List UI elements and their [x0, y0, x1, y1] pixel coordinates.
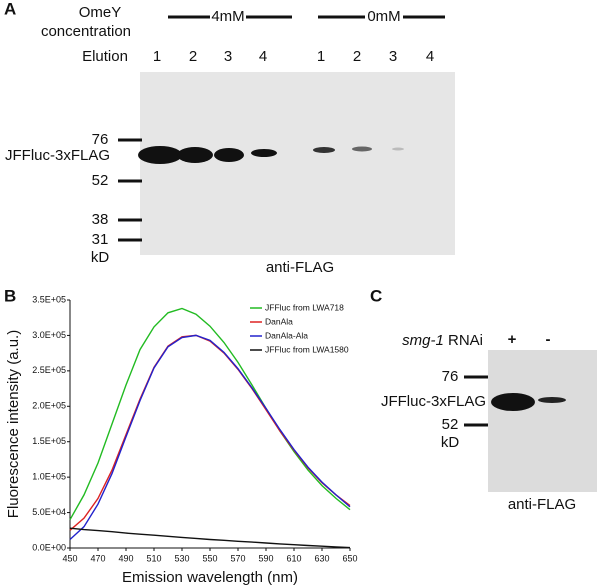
band [538, 397, 566, 403]
marker-label: 52 [92, 172, 109, 189]
y-tick-label: 5.0E+04 [32, 507, 66, 517]
lane-label: 4 [426, 48, 434, 65]
band [491, 393, 535, 411]
panel-label: A [4, 0, 16, 18]
panel-label: B [4, 286, 16, 305]
panel-label: C [370, 286, 382, 305]
x-tick-label: 450 [62, 553, 77, 563]
legend-label: JFFluc from LWA718 [265, 302, 344, 312]
lane-label: 1 [317, 48, 325, 65]
legend-label: DanAla [265, 316, 293, 326]
marker-label: 76 [442, 368, 459, 385]
y-tick-label: 3.0E+05 [32, 330, 66, 340]
line-chart: 0.0E+00 5.0E+04 1.0E+05 1.5E+05 2.0E+05 2.5E+… [32, 294, 357, 563]
x-tick-label: 610 [286, 553, 301, 563]
treatment-suffix: RNAi [444, 332, 483, 349]
x-tick-label: 530 [174, 553, 189, 563]
lane-label: 1 [153, 48, 161, 65]
marker-label: kD [441, 434, 460, 451]
band-label: JFFluc-3xFLAG [5, 147, 110, 164]
x-tick-label: 570 [230, 553, 245, 563]
marker-label: 31 [92, 231, 109, 248]
marker-label: kD [91, 249, 110, 266]
y-tick-label: 1.0E+05 [32, 472, 66, 482]
y-tick-label: 0.0E+00 [32, 542, 66, 552]
x-tick-label: 630 [314, 553, 329, 563]
lane-label: 3 [389, 48, 397, 65]
y-tick-label: 3.5E+05 [32, 294, 66, 304]
marker-label: 52 [442, 416, 459, 433]
y-tick-label: 1.5E+05 [32, 436, 66, 446]
antibody-label: anti-FLAG [508, 496, 576, 513]
lane-label: + [508, 331, 517, 348]
blot [488, 350, 597, 492]
y-tick-label: 2.5E+05 [32, 365, 66, 375]
lane-label: - [546, 331, 551, 348]
y-axis-label: Fluorescence intensity (a.u.) [5, 330, 22, 518]
x-tick-label: 490 [118, 553, 133, 563]
y-tick-label: 2.0E+05 [32, 401, 66, 411]
x-tick-label: 470 [90, 553, 105, 563]
elution-label: Elution [82, 48, 128, 65]
x-tick-label: 510 [146, 553, 161, 563]
series-line [69, 527, 351, 549]
x-axis-label: Emission wavelength (nm) [122, 569, 298, 586]
lane-label: 2 [189, 48, 197, 65]
treatment-label: OmeY [79, 4, 122, 21]
x-tick-label: 550 [202, 553, 217, 563]
gene-name: smg-1 [402, 332, 444, 349]
x-tick-label: 650 [342, 553, 357, 563]
x-tick-label: 590 [258, 553, 273, 563]
group-label: 0mM [367, 8, 400, 25]
series-line [69, 307, 351, 521]
bands [138, 146, 404, 164]
band-label: JFFluc-3xFLAG [381, 393, 486, 410]
legend-label: JFFluc from LWA1580 [265, 344, 349, 354]
lane-label: 3 [224, 48, 232, 65]
group-label: 4mM [211, 8, 244, 25]
marker-label: 38 [92, 211, 109, 228]
blot [140, 72, 455, 255]
marker-label: 76 [92, 131, 109, 148]
treatment-label: smg-1 RNAi [402, 332, 483, 349]
antibody-label: anti-FLAG [266, 259, 334, 276]
series-line [69, 334, 351, 541]
lane-label: 4 [259, 48, 267, 65]
series-line [69, 334, 351, 531]
lane-label: 2 [353, 48, 361, 65]
treatment-label: concentration [41, 23, 131, 40]
legend-label: DanAla-Ala [265, 330, 308, 340]
